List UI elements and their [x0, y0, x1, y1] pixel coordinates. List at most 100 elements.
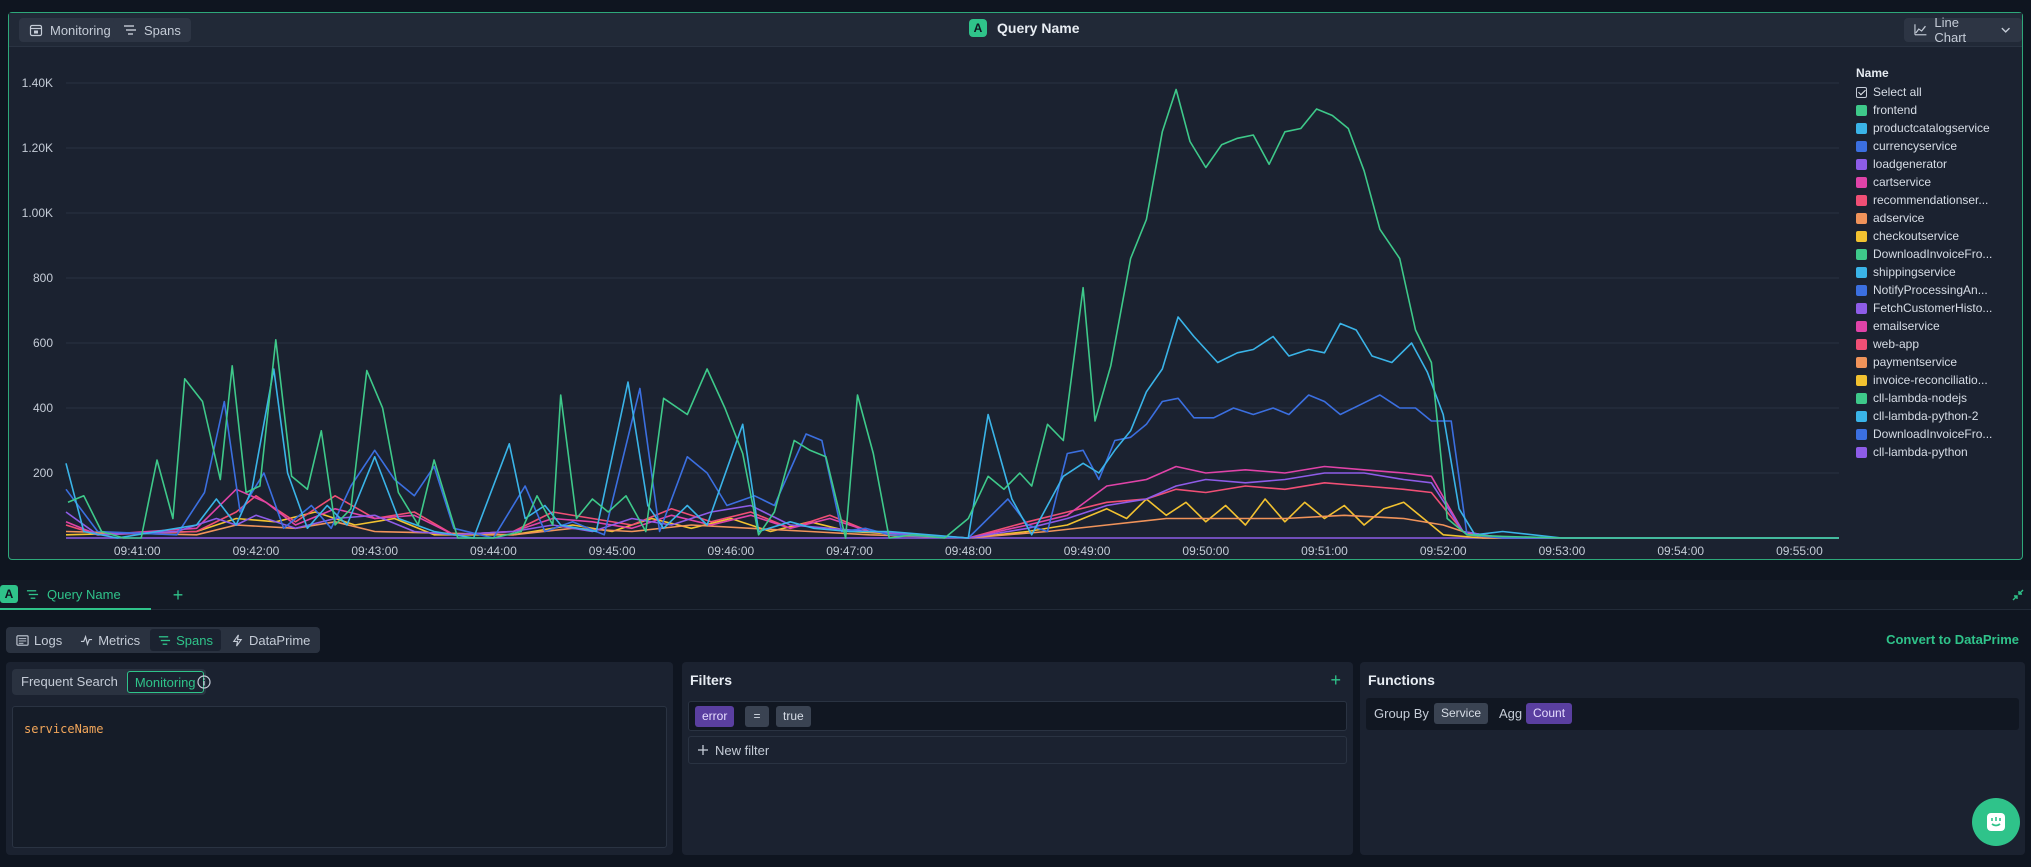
line-chart-icon	[1914, 24, 1927, 36]
legend-item[interactable]: productcatalogservice	[1856, 119, 2016, 137]
search-panel: Frequent Search Monitoring serviceName	[6, 662, 673, 855]
legend-item[interactable]: emailservice	[1856, 317, 2016, 335]
group-by-value-chip[interactable]: Service	[1434, 703, 1489, 724]
y-tick-label: 1.00K	[22, 206, 53, 220]
query-tab-badge: A	[0, 585, 18, 603]
legend-item-label: checkoutservice	[1873, 229, 1960, 243]
function-row: Group By Service Agg Count	[1366, 698, 2019, 730]
legend-swatch	[1856, 446, 1867, 458]
x-tick-label: 09:42:00	[233, 544, 280, 558]
query-editor[interactable]: serviceName	[12, 706, 667, 848]
source-spans-label: Spans	[176, 632, 213, 648]
x-tick-label: 09:43:00	[351, 544, 398, 558]
x-tick-label: 09:49:00	[1064, 544, 1111, 558]
y-tick-label: 600	[33, 336, 53, 350]
legend-swatch	[1856, 176, 1867, 188]
filter-operator-chip[interactable]: =	[745, 706, 769, 727]
legend-item[interactable]: NotifyProcessingAn...	[1856, 281, 2016, 299]
spans-label: Spans	[144, 22, 181, 38]
plus-icon	[698, 745, 708, 755]
legend-swatch	[1856, 158, 1867, 170]
query-editor-text: serviceName	[24, 722, 104, 736]
legend-item-label: loadgenerator	[1873, 157, 1948, 171]
x-tick-label: 09:51:00	[1301, 544, 1348, 558]
new-filter-button[interactable]: New filter	[688, 736, 1347, 764]
legend-select-all[interactable]: Select all	[1856, 83, 2016, 101]
source-metrics[interactable]: Metrics	[72, 629, 148, 651]
source-metrics-label: Metrics	[98, 632, 141, 648]
source-spans[interactable]: Spans	[150, 629, 221, 651]
legend-item-label: currencyservice	[1873, 139, 1958, 153]
filter-field-chip[interactable]: error	[695, 706, 735, 727]
legend-item[interactable]: cll-lambda-python-2	[1856, 407, 2016, 425]
line-chart: 200 400 600 800 1.00K 1.20K 1.40K 09:41:00 09:42…	[22, 76, 1839, 558]
legend-item[interactable]: cll-lambda-nodejs	[1856, 389, 2016, 407]
spans-button[interactable]: Spans	[113, 18, 191, 42]
legend-item[interactable]: cartservice	[1856, 173, 2016, 191]
series-line-cartservice	[65, 465, 1839, 539]
query-tab-a[interactable]: A Query Name	[0, 580, 151, 610]
legend-item-label: paymentservice	[1873, 355, 1958, 369]
legend-item[interactable]: DownloadInvoiceFro...	[1856, 425, 2016, 443]
y-tick-label: 200	[33, 466, 53, 480]
legend-item[interactable]: adservice	[1856, 209, 2016, 227]
filter-value-chip[interactable]: true	[776, 706, 811, 727]
legend-select-all-label: Select all	[1873, 85, 1922, 99]
y-tick-label: 1.20K	[22, 141, 53, 155]
legend-swatch	[1856, 338, 1867, 350]
legend-swatch	[1856, 428, 1867, 440]
legend-item[interactable]: frontend	[1856, 101, 2016, 119]
legend-swatch	[1856, 410, 1867, 422]
legend-swatch	[1856, 392, 1867, 404]
legend-item[interactable]: invoice-reconciliatio...	[1856, 371, 2016, 389]
legend-item-label: web-app	[1873, 337, 1920, 351]
search-mode-toggle: Frequent Search Monitoring	[12, 669, 206, 695]
legend-swatch	[1856, 140, 1867, 152]
series-line-productcatalogservice	[65, 316, 1839, 539]
query-tab-label: Query Name	[47, 586, 121, 602]
monitoring-button[interactable]: Monitoring	[19, 18, 121, 42]
legend-item-label: cartservice	[1873, 175, 1932, 189]
legend-item-label: FetchCustomerHisto...	[1873, 301, 1993, 315]
add-query-button[interactable]: +	[172, 585, 184, 605]
x-tick-label: 09:47:00	[826, 544, 873, 558]
chart-type-label: Line Chart	[1934, 15, 1967, 45]
data-source-toggle: Logs Metrics Spans DataPrime	[6, 627, 321, 653]
y-tick-label: 800	[33, 271, 53, 285]
support-chat-button[interactable]	[1972, 798, 2020, 846]
x-tick-label: 09:44:00	[470, 544, 517, 558]
legend-item[interactable]: cll-lambda-python	[1856, 443, 2016, 461]
legend-item-label: invoice-reconciliatio...	[1873, 373, 1988, 387]
chart-legend: Name Select all frontend productcatalogse…	[1856, 63, 2016, 461]
legend-swatch	[1856, 284, 1867, 296]
source-dataprime[interactable]: DataPrime	[223, 629, 318, 651]
info-icon[interactable]	[197, 675, 211, 689]
chart-panel: Monitoring Spans A Query Name Line Chart…	[8, 12, 2023, 560]
add-filter-button[interactable]: +	[1330, 670, 1341, 690]
legend-swatch	[1856, 374, 1867, 386]
legend-item[interactable]: paymentservice	[1856, 353, 2016, 371]
functions-panel: Functions Group By Service Agg Count	[1360, 662, 2025, 855]
legend-item[interactable]: FetchCustomerHisto...	[1856, 299, 2016, 317]
source-dataprime-label: DataPrime	[248, 632, 311, 648]
agg-value-chip[interactable]: Count	[1526, 703, 1573, 724]
legend-item-label: emailservice	[1873, 319, 1940, 333]
monitoring-tab[interactable]: Monitoring	[126, 671, 204, 693]
chart-type-select[interactable]: Line Chart	[1904, 15, 2022, 45]
frequent-search-tab[interactable]: Frequent Search	[21, 674, 118, 689]
legend-item[interactable]: shippingservice	[1856, 263, 2016, 281]
convert-to-dataprime-link[interactable]: Convert to DataPrime	[1886, 632, 2019, 647]
legend-item[interactable]: currencyservice	[1856, 137, 2016, 155]
legend-item[interactable]: DownloadInvoiceFro...	[1856, 245, 2016, 263]
legend-item-label: recommendationser...	[1873, 193, 1989, 207]
filters-panel: Filters + error = true New filter	[682, 662, 1353, 855]
legend-item[interactable]: recommendationser...	[1856, 191, 2016, 209]
legend-item[interactable]: web-app	[1856, 335, 2016, 353]
series-line-frontend	[67, 88, 1839, 539]
collapse-icon[interactable]	[2011, 588, 2025, 602]
legend-item[interactable]: loadgenerator	[1856, 155, 2016, 173]
filter-row[interactable]: error = true	[688, 701, 1347, 731]
legend-item[interactable]: checkoutservice	[1856, 227, 2016, 245]
metrics-icon	[81, 634, 93, 646]
source-logs[interactable]: Logs	[8, 629, 70, 651]
